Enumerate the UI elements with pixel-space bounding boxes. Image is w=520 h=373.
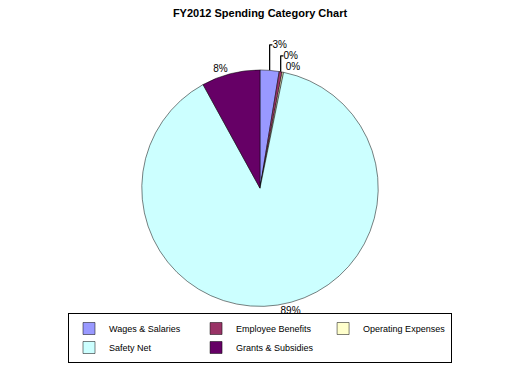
svg-text:0%: 0% [283, 50, 298, 61]
svg-text:Employee Benefits: Employee Benefits [236, 324, 312, 334]
svg-text:FY2012 Spending Category Chart: FY2012 Spending Category Chart [173, 7, 348, 19]
svg-text:0%: 0% [286, 61, 301, 72]
svg-text:89%: 89% [280, 304, 301, 316]
svg-text:3%: 3% [272, 39, 287, 50]
svg-text:Safety Net: Safety Net [109, 343, 152, 353]
svg-text:Wages & Salaries: Wages & Salaries [109, 324, 181, 334]
svg-text:8%: 8% [213, 63, 228, 74]
svg-text:Grants & Subsidies: Grants & Subsidies [236, 343, 314, 353]
svg-text:Operating Expenses: Operating Expenses [363, 324, 445, 334]
